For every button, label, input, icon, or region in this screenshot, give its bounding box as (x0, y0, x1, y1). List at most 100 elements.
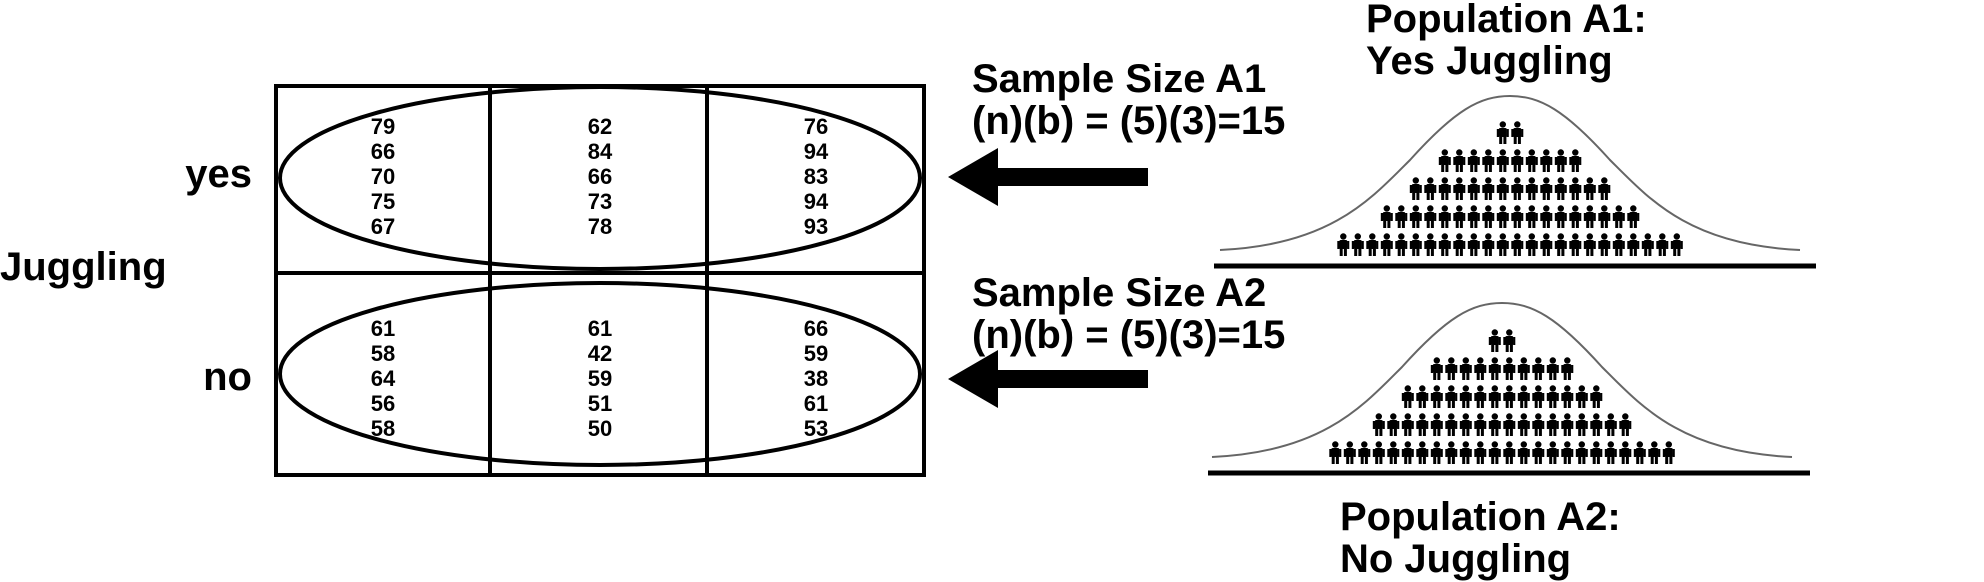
person-icon (1430, 385, 1443, 408)
person-icon (1366, 233, 1379, 256)
person-icon (1401, 441, 1414, 464)
person-icon (1670, 233, 1683, 256)
person-icon (1496, 205, 1509, 228)
person-icon (1482, 233, 1495, 256)
person-icon (1424, 233, 1437, 256)
person-icon (1546, 357, 1559, 380)
person-icon (1358, 441, 1371, 464)
cell-value: 58 (371, 416, 395, 441)
person-icon (1329, 441, 1342, 464)
person-icon (1496, 233, 1509, 256)
person-icon (1554, 149, 1567, 172)
person-icon (1453, 149, 1466, 172)
person-icon (1540, 233, 1553, 256)
person-icon (1488, 357, 1501, 380)
person-icon (1351, 233, 1364, 256)
person-icon (1488, 413, 1501, 436)
person-icon (1409, 233, 1422, 256)
level-label-no: no (203, 355, 252, 399)
cell-value: 66 (371, 139, 395, 164)
person-icon (1503, 413, 1516, 436)
cell-value: 51 (588, 391, 612, 416)
person-icon (1511, 233, 1524, 256)
arrow-left-icon (948, 148, 1148, 206)
person-icon (1525, 205, 1538, 228)
person-icon (1540, 149, 1553, 172)
person-icon (1575, 441, 1588, 464)
person-icon (1474, 441, 1487, 464)
person-icon (1445, 385, 1458, 408)
cell-value: 59 (588, 366, 612, 391)
person-icon (1569, 205, 1582, 228)
cell-value: 38 (804, 366, 828, 391)
person-icon (1525, 233, 1538, 256)
person-icon (1496, 149, 1509, 172)
population-a1-subtitle: Yes Juggling (1366, 39, 1613, 83)
person-icon (1612, 233, 1625, 256)
population-a2 (1208, 301, 1810, 476)
person-icon (1517, 385, 1530, 408)
person-icon (1459, 441, 1472, 464)
population-a1-title: Population A1: (1366, 0, 1647, 41)
person-icon (1619, 441, 1632, 464)
person-icon (1590, 441, 1603, 464)
person-icon (1387, 441, 1400, 464)
person-icon (1343, 441, 1356, 464)
cell-value: 83 (804, 164, 828, 189)
person-icon (1445, 413, 1458, 436)
person-icon (1453, 205, 1466, 228)
person-icon (1459, 413, 1472, 436)
person-icon (1395, 233, 1408, 256)
person-icon (1459, 357, 1472, 380)
person-icon (1474, 385, 1487, 408)
crowd-a1 (1337, 121, 1683, 256)
person-icon (1532, 413, 1545, 436)
person-icon (1619, 413, 1632, 436)
cell-value: 61 (804, 391, 828, 416)
person-icon (1445, 441, 1458, 464)
person-icon (1598, 205, 1611, 228)
person-icon (1627, 205, 1640, 228)
cell-value: 70 (371, 164, 395, 189)
person-icon (1401, 385, 1414, 408)
cell-value: 94 (804, 139, 829, 164)
sample-ellipse-a1 (278, 85, 922, 271)
person-icon (1517, 357, 1530, 380)
bell-curve (1219, 94, 1801, 251)
person-icon (1604, 413, 1617, 436)
level-label-yes: yes (185, 152, 252, 196)
person-icon (1590, 413, 1603, 436)
person-icon (1525, 149, 1538, 172)
person-icon (1540, 205, 1553, 228)
person-icon (1467, 233, 1480, 256)
person-icon (1575, 413, 1588, 436)
person-icon (1438, 205, 1451, 228)
person-icon (1633, 441, 1646, 464)
person-icon (1430, 413, 1443, 436)
person-icon (1546, 413, 1559, 436)
person-icon (1337, 233, 1350, 256)
population-a2-title: Population A2: (1340, 495, 1621, 539)
person-icon (1604, 441, 1617, 464)
person-icon (1532, 385, 1545, 408)
factor-label: Juggling (0, 245, 167, 289)
person-icon (1561, 441, 1574, 464)
person-icon (1438, 177, 1451, 200)
person-icon (1569, 233, 1582, 256)
person-icon (1496, 177, 1509, 200)
person-icon (1525, 177, 1538, 200)
person-icon (1467, 149, 1480, 172)
person-icon (1561, 357, 1574, 380)
person-icon (1569, 149, 1582, 172)
cell-value: 67 (371, 214, 395, 239)
person-icon (1546, 441, 1559, 464)
cell-values: 79 66 70 75 67 62 84 66 73 78 76 94 83 9… (371, 114, 829, 441)
cell-value: 66 (804, 316, 828, 341)
cell-value: 76 (804, 114, 828, 139)
person-icon (1380, 205, 1393, 228)
person-icon (1648, 441, 1661, 464)
person-icon (1453, 233, 1466, 256)
cell-value: 42 (588, 341, 612, 366)
person-icon (1627, 233, 1640, 256)
person-icon (1430, 357, 1443, 380)
